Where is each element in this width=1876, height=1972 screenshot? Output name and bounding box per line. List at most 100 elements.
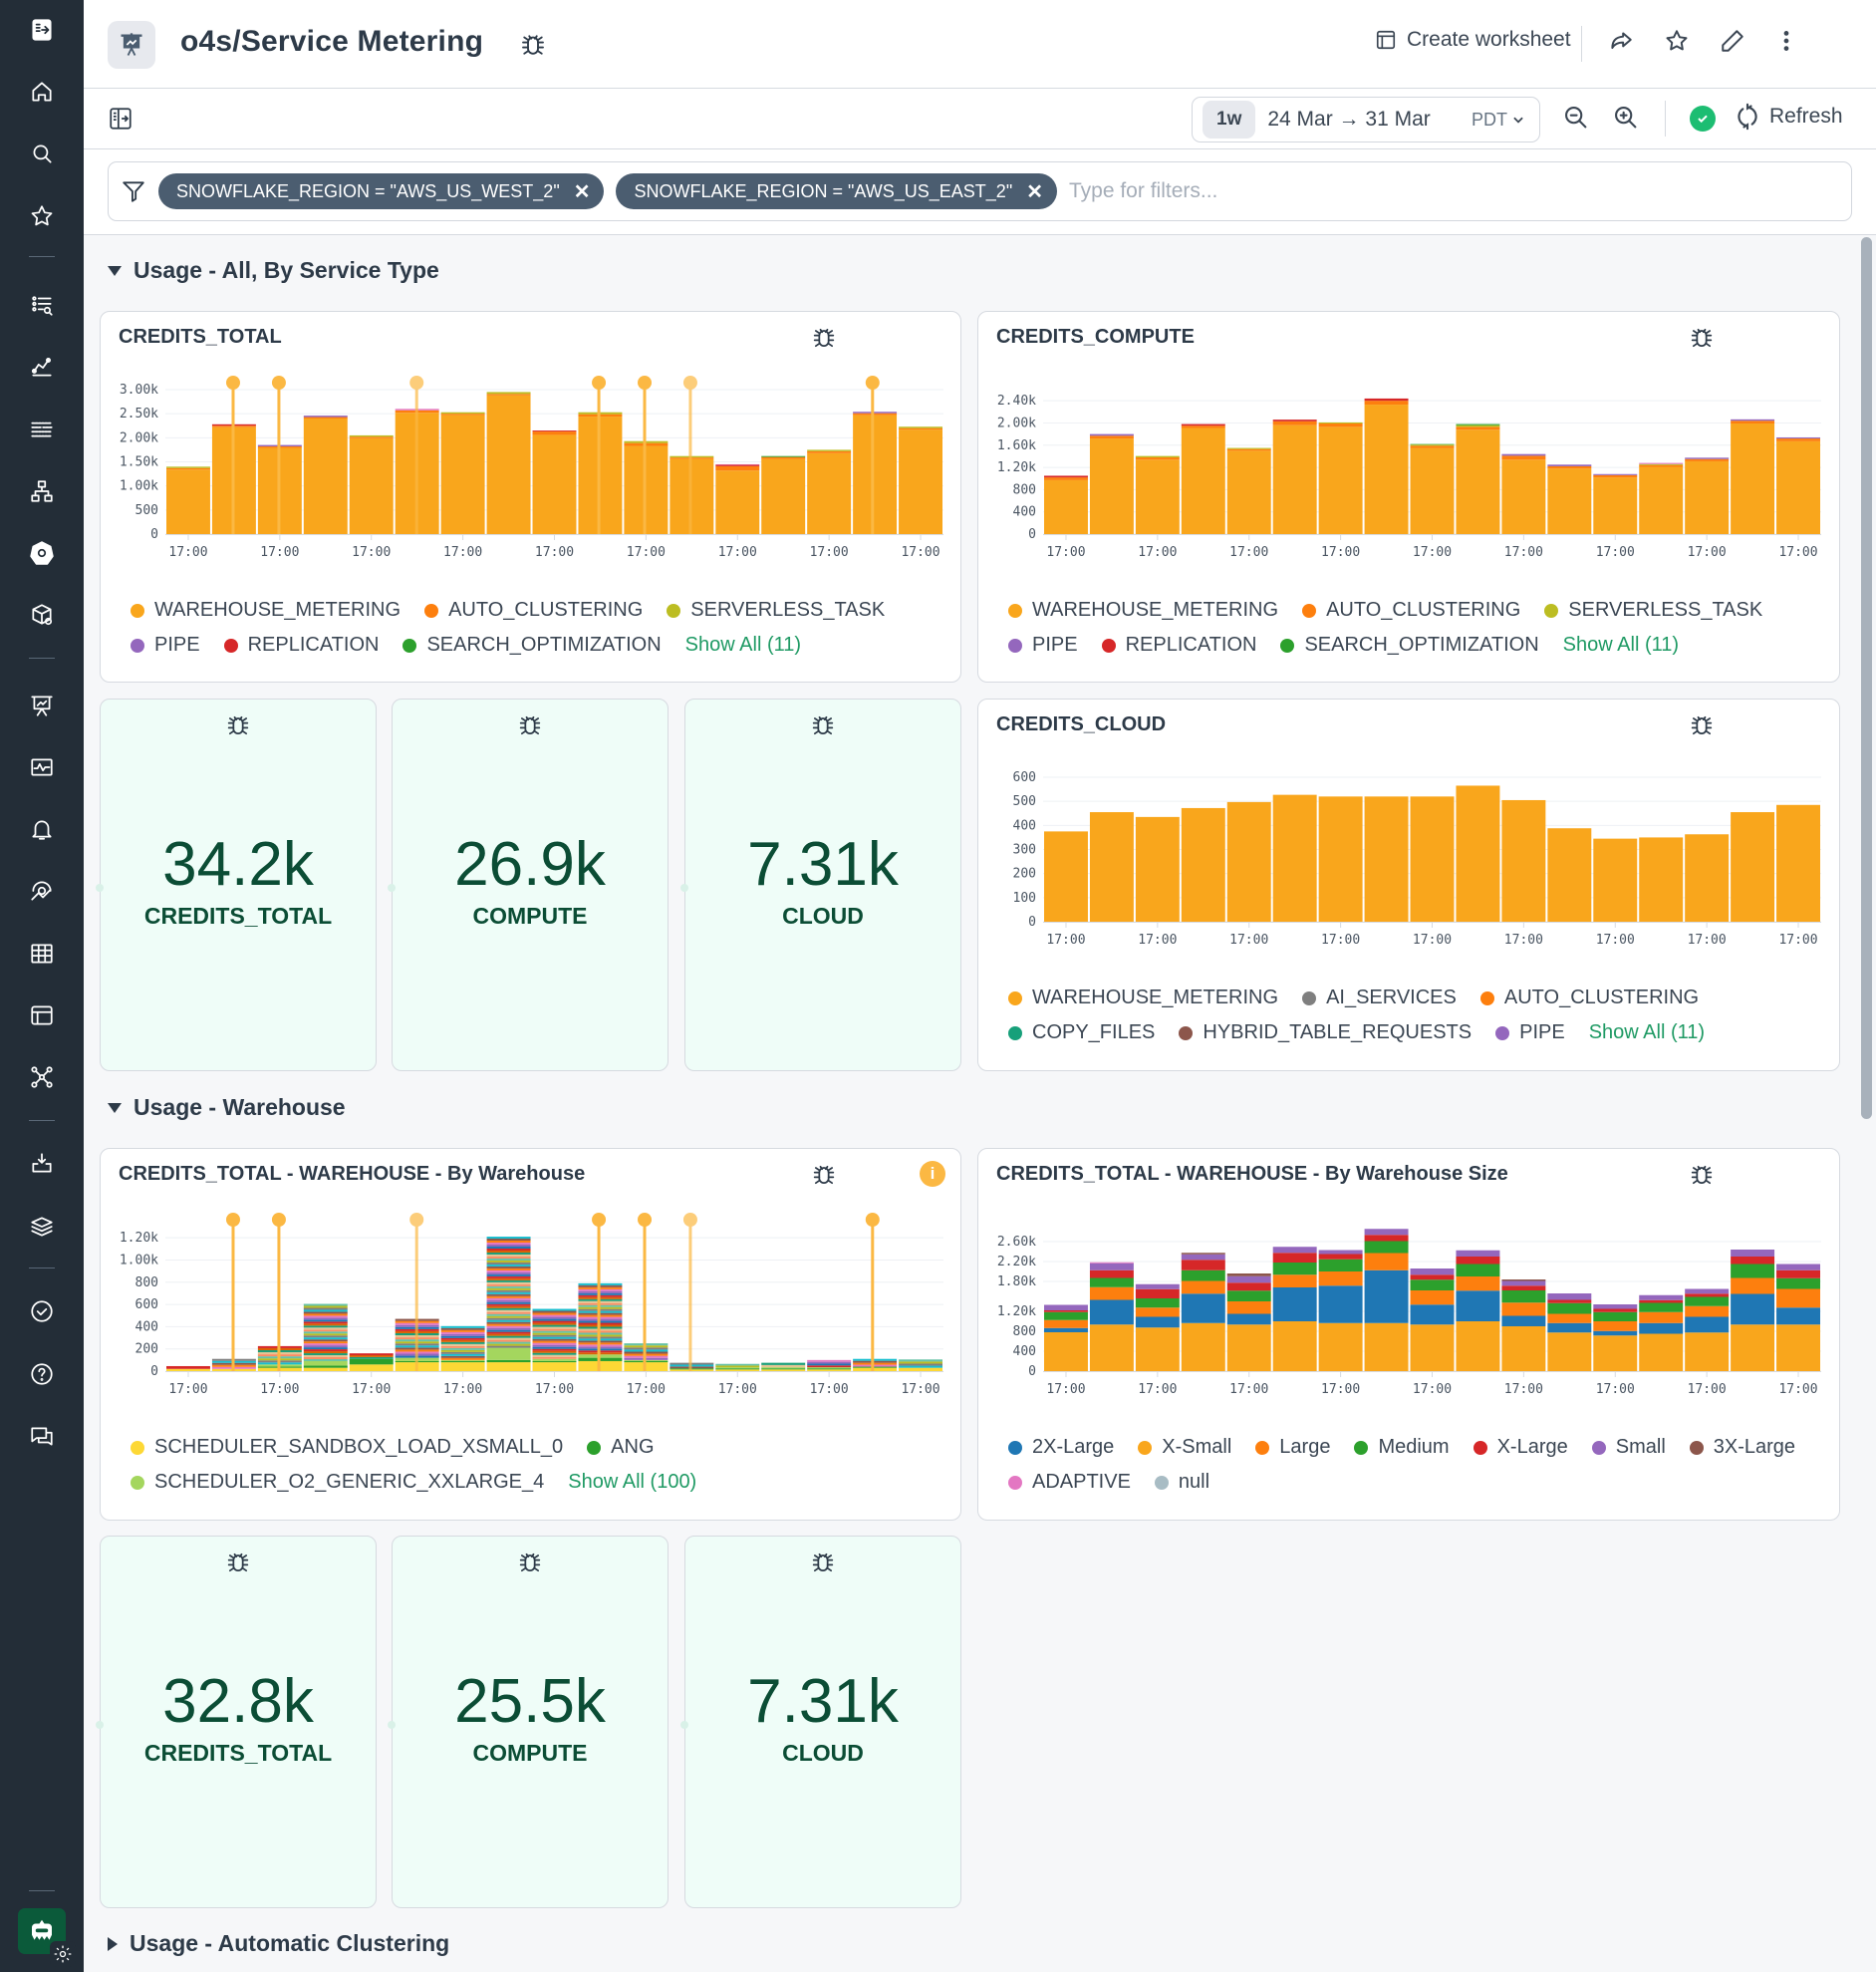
chart-credits-compute[interactable]: 0 400 800 1.20k 1.60k 2.00k 2.40k 17:00 17:00 17:…	[986, 370, 1833, 559]
debug-bug-icon[interactable]	[518, 30, 548, 60]
legend-item[interactable]: WAREHOUSE_METERING	[1008, 599, 1278, 622]
star-icon[interactable]	[26, 200, 58, 232]
edit-button[interactable]	[1720, 28, 1745, 54]
section-header[interactable]: Usage - Warehouse	[108, 1094, 346, 1121]
collapse-nav-icon[interactable]	[26, 14, 58, 46]
legend-item[interactable]: REPLICATION	[1101, 634, 1256, 657]
datasets-icon[interactable]	[26, 1211, 58, 1243]
legend-item[interactable]: SERVERLESS_TASK	[1544, 599, 1762, 622]
annotation-marker[interactable]	[409, 1213, 424, 1371]
debug-bug-icon[interactable]	[1688, 324, 1716, 352]
chart-credits-total[interactable]: 0 500 1.00k 1.50k 2.00k 2.50k 3.00k 17:00 17:00 1…	[109, 370, 955, 559]
time-preset[interactable]: 1w	[1203, 101, 1256, 139]
search-icon[interactable]	[26, 138, 58, 169]
debug-bug-icon[interactable]	[809, 711, 837, 739]
debug-bug-icon[interactable]	[1688, 1161, 1716, 1189]
legend-item[interactable]: COPY_FILES	[1008, 1021, 1155, 1044]
annotation-marker[interactable]	[592, 1213, 607, 1371]
time-range-picker[interactable]: 1w 24 Mar → 31 Mar PDT	[1192, 97, 1540, 142]
show-all-legend-link[interactable]: Show All (100)	[568, 1471, 697, 1493]
annotation-marker[interactable]	[682, 376, 697, 534]
tables-icon[interactable]	[26, 938, 58, 970]
legend-item[interactable]: 2X-Large	[1008, 1436, 1114, 1459]
kubernetes-icon[interactable]	[26, 537, 58, 569]
annotation-marker[interactable]	[682, 1213, 697, 1371]
annotation-marker[interactable]	[271, 1213, 286, 1371]
legend-item[interactable]: Small	[1591, 1436, 1666, 1459]
infrastructure-search-icon[interactable]	[26, 599, 58, 631]
legend-item[interactable]: X-Small	[1138, 1436, 1231, 1459]
annotation-marker[interactable]	[638, 376, 653, 534]
legend-item[interactable]: AI_SERVICES	[1302, 986, 1457, 1009]
annotation-marker[interactable]	[225, 1213, 240, 1371]
data-ingest-icon[interactable]	[26, 1148, 58, 1180]
legend-item[interactable]: PIPE	[1495, 1021, 1565, 1044]
annotation-marker[interactable]	[225, 376, 240, 534]
legend-item[interactable]: SCHEDULER_O2_GENERIC_XXLARGE_4	[131, 1471, 544, 1494]
legend-item[interactable]: 3X-Large	[1689, 1436, 1795, 1459]
legend-item[interactable]: HYBRID_TABLE_REQUESTS	[1179, 1021, 1472, 1044]
legend-item[interactable]: Large	[1255, 1436, 1330, 1459]
zoom-out-button[interactable]	[1562, 104, 1590, 137]
integrations-icon[interactable]	[26, 1061, 58, 1093]
legend-item[interactable]: ADAPTIVE	[1008, 1471, 1131, 1494]
section-header[interactable]: Usage - Automatic Clustering	[108, 1930, 449, 1957]
show-all-legend-link[interactable]: Show All (11)	[684, 634, 802, 656]
legend-item[interactable]: SCHEDULER_SANDBOX_LOAD_XSMALL_0	[131, 1436, 563, 1459]
remove-filter-icon[interactable]: ✕	[1026, 180, 1043, 203]
legend-item[interactable]: AUTO_CLUSTERING	[1479, 986, 1699, 1009]
debug-bug-icon[interactable]	[516, 1549, 544, 1576]
annotation-marker[interactable]	[865, 1213, 880, 1371]
log-patterns-icon[interactable]	[26, 413, 58, 444]
legend-item[interactable]: REPLICATION	[223, 634, 379, 657]
annotation-marker[interactable]	[271, 376, 286, 534]
filter-input[interactable]	[1068, 179, 1851, 203]
favorite-button[interactable]	[1664, 28, 1690, 54]
vertical-scrollbar[interactable]	[1861, 237, 1872, 1119]
filter-chip[interactable]: SNOWFLAKE_REGION = "AWS_US_EAST_2" ✕	[616, 173, 1057, 209]
more-menu-button[interactable]	[1773, 28, 1799, 54]
legend-item[interactable]: SEARCH_OPTIMIZATION	[402, 634, 662, 657]
chart-credits-cloud[interactable]: 0 100 200 300 400 500 600 17:00 17:00 17:00 17:00 1…	[986, 757, 1833, 947]
legend-item[interactable]: ANG	[587, 1436, 655, 1459]
service-map-icon[interactable]	[26, 475, 58, 507]
annotation-marker[interactable]	[638, 1213, 653, 1371]
show-all-legend-link[interactable]: Show All (11)	[1562, 634, 1680, 656]
section-header[interactable]: Usage - All, By Service Type	[108, 257, 439, 284]
home-icon[interactable]	[26, 76, 58, 108]
legend-item[interactable]: AUTO_CLUSTERING	[424, 599, 643, 622]
legend-item[interactable]: PIPE	[131, 634, 200, 657]
legend-item[interactable]: PIPE	[1008, 634, 1078, 657]
dashboards-icon[interactable]	[26, 690, 58, 721]
toggle-panel-button[interactable]	[108, 106, 134, 137]
incidents-icon[interactable]	[26, 875, 58, 907]
legend-item[interactable]: SERVERLESS_TASK	[667, 599, 885, 622]
settings-gear-icon[interactable]	[50, 1941, 76, 1967]
annotation-marker[interactable]	[865, 376, 880, 534]
legend-item[interactable]: SEARCH_OPTIMIZATION	[1280, 634, 1539, 657]
chart-by-warehouse-size[interactable]: 0 400 800 1.20k 1.80k 2.20k 2.60k 17:00 17:00 17:…	[986, 1207, 1833, 1396]
help-icon[interactable]	[26, 1358, 58, 1390]
show-all-legend-link[interactable]: Show All (11)	[1588, 1021, 1706, 1043]
debug-bug-icon[interactable]	[809, 1549, 837, 1576]
filter-funnel-icon[interactable]	[121, 178, 146, 204]
create-worksheet-button[interactable]: Create worksheet	[1375, 28, 1571, 52]
debug-bug-icon[interactable]	[516, 711, 544, 739]
annotation-marker[interactable]	[409, 376, 424, 534]
debug-bug-icon[interactable]	[224, 1549, 252, 1576]
debug-bug-icon[interactable]	[810, 324, 838, 352]
info-icon[interactable]: i	[920, 1161, 945, 1187]
legend-item[interactable]: null	[1154, 1471, 1209, 1494]
tasks-check-icon[interactable]	[26, 1295, 58, 1327]
remove-filter-icon[interactable]: ✕	[573, 180, 591, 203]
debug-bug-icon[interactable]	[810, 1161, 838, 1189]
debug-bug-icon[interactable]	[1688, 711, 1716, 739]
status-ok-indicator[interactable]	[1690, 106, 1716, 132]
legend-item[interactable]: X-Large	[1473, 1436, 1568, 1459]
worksheets-icon[interactable]	[26, 999, 58, 1031]
legend-item[interactable]: AUTO_CLUSTERING	[1302, 599, 1520, 622]
debug-bug-icon[interactable]	[224, 711, 252, 739]
zoom-in-button[interactable]	[1612, 104, 1640, 137]
metrics-icon[interactable]	[26, 351, 58, 383]
feedback-chat-icon[interactable]	[26, 1420, 58, 1452]
